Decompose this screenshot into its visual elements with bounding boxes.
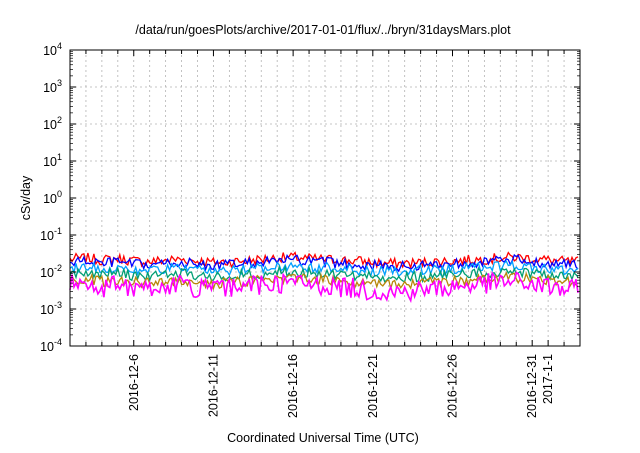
series-line (69, 271, 579, 291)
series-line (69, 271, 579, 304)
y-tick-label: 10-4 (40, 337, 62, 354)
y-tick-label: 10-2 (40, 263, 62, 280)
x-tick-label: 2016-12-6 (127, 354, 141, 411)
x-tick-label: 2017-1-1 (541, 354, 555, 404)
y-tick-label: 101 (43, 152, 62, 169)
x-tick-label: 2016-12-21 (366, 354, 380, 418)
series-line (69, 264, 579, 284)
x-tick-label: 2016-12-11 (206, 354, 220, 417)
series-line (69, 253, 579, 273)
x-axis-ticks: 2016-12-6 2016-12-11 2016-12-16 2016-12-21 2… (85, 50, 565, 418)
x-axis-label: Coordinated Universal Time (UTC) (227, 431, 419, 445)
x-tick-label: 2016-12-31 (525, 354, 539, 418)
chart-title: /data/run/goesPlots/archive/2017-01-01/f… (135, 23, 511, 37)
x-tick-label: 2016-12-26 (446, 354, 460, 418)
y-axis-ticks: 10-4 10-3 10-2 10-1 100 101 102 103 104 (40, 41, 580, 354)
y-tick-label: 100 (43, 189, 62, 206)
series-line (69, 259, 579, 278)
x-tick-label: 2016-12-16 (286, 354, 300, 418)
series-group (69, 251, 579, 304)
y-tick-label: 10-1 (40, 226, 62, 243)
grid-lines (70, 50, 580, 346)
y-tick-label: 103 (43, 78, 62, 95)
y-axis-label: cSv/day (19, 175, 33, 220)
y-tick-label: 104 (43, 41, 62, 58)
y-tick-label: 102 (43, 115, 62, 132)
y-tick-label: 10-3 (40, 300, 62, 317)
